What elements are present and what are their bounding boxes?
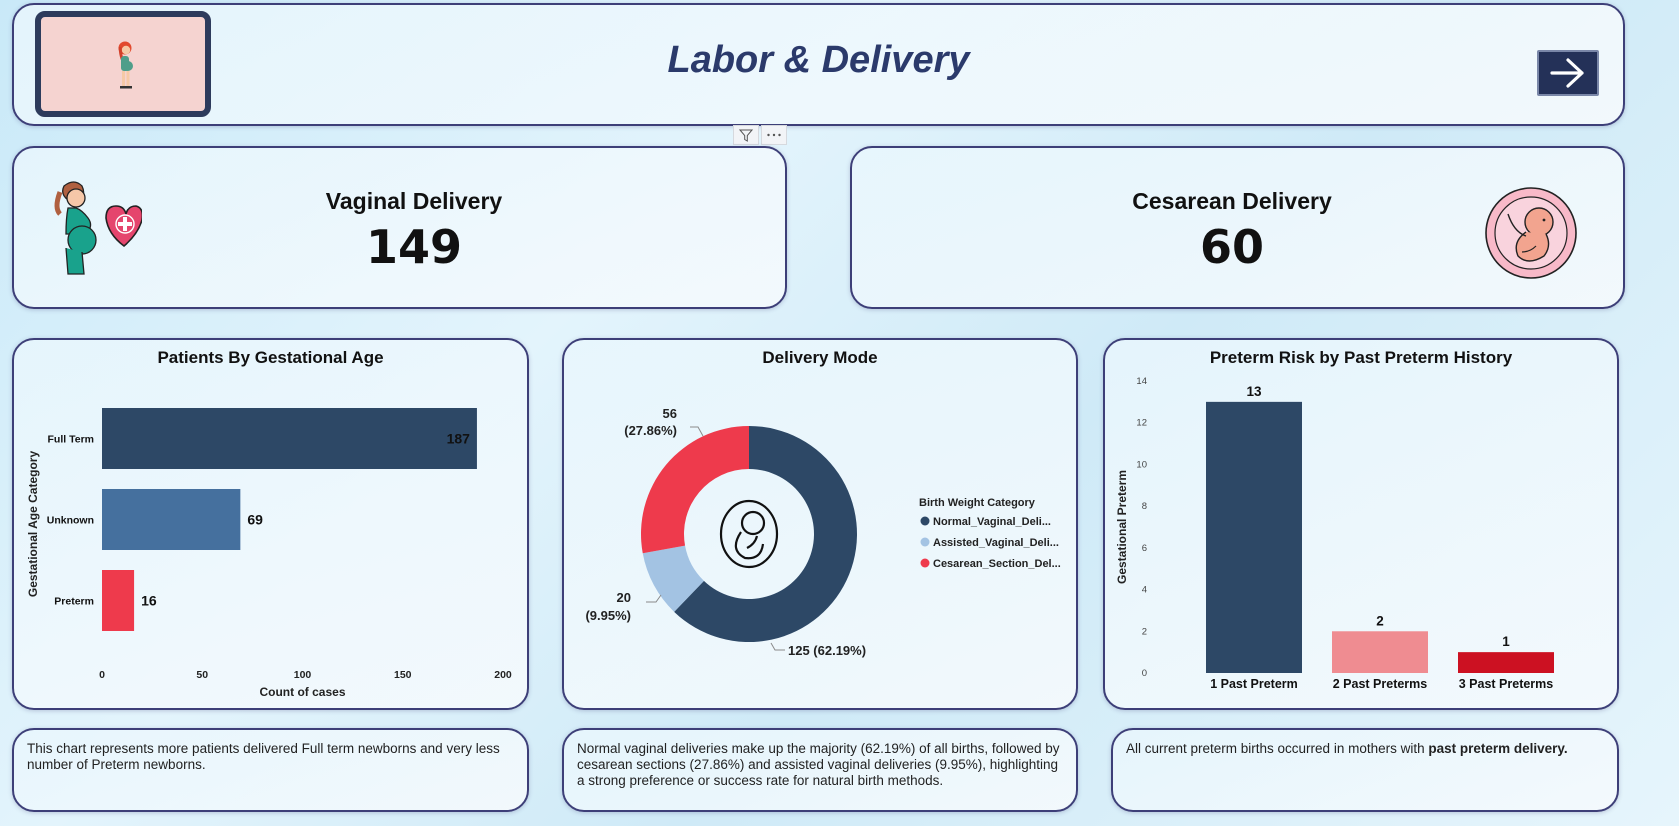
tick-label: 8 <box>1142 501 1147 512</box>
fetus-icon <box>1485 187 1577 279</box>
bar <box>1206 401 1302 673</box>
gestational-age-chart-card[interactable]: Patients By Gestational Age Full Term 187… <box>12 338 529 710</box>
tick-label: 2 <box>1142 626 1147 637</box>
data-label: 125 (62.19%) <box>788 643 866 658</box>
more-options-icon[interactable] <box>761 125 787 145</box>
preterm-note-prefix: All current preterm births occurred in m… <box>1126 741 1429 756</box>
bar <box>102 570 135 631</box>
category-label: Unknown <box>47 515 94 527</box>
data-label-count: 56 <box>663 406 677 421</box>
delivery-mode-donut-chart: 125 (62.19%) 20 (9.95%) 56 (27.86%) Birth Wei… <box>585 406 1061 658</box>
data-label: 187 <box>447 431 471 447</box>
leader-line <box>770 642 785 651</box>
tick-label: 150 <box>394 669 412 681</box>
legend-marker <box>920 537 930 547</box>
data-label-percent: (27.86%) <box>624 423 677 438</box>
category-label: 1 Past Preterm <box>1210 677 1298 691</box>
filter-icon[interactable] <box>733 125 759 145</box>
pregnant-woman-illustration <box>118 41 133 89</box>
data-label: 2 <box>1376 613 1384 628</box>
data-label: 69 <box>247 512 263 528</box>
next-page-button[interactable] <box>1537 50 1599 96</box>
y-axis-label: Gestational Age Category <box>26 451 40 598</box>
pregnant-woman-heart-icon <box>54 181 142 275</box>
delivery-mode-note-text: Normal vaginal deliveries make up the ma… <box>577 741 1060 788</box>
gestational-note-text: This chart represents more patients deli… <box>27 741 500 772</box>
y-axis-label: Gestational Preterm <box>1115 470 1129 584</box>
fetus-head <box>740 510 766 536</box>
tick-label: 6 <box>1142 543 1147 554</box>
tick-label: 100 <box>294 669 312 681</box>
category-label: Preterm <box>54 596 94 608</box>
gestational-age-bar-chart: Full Term 187 Unknown 69 Preterm 16 0 50 100 150 2… <box>26 408 512 699</box>
bar <box>102 489 241 550</box>
vaginal-delivery-value: 149 <box>365 220 463 274</box>
tick-label: 12 <box>1136 418 1147 429</box>
donut-slice <box>642 545 704 612</box>
legend-title: Birth Weight Category <box>919 497 1036 509</box>
tick-label: 4 <box>1142 585 1147 596</box>
logo-image[interactable] <box>35 11 211 117</box>
gestational-note-card: This chart represents more patients deli… <box>12 728 529 812</box>
vaginal-delivery-card[interactable]: Vaginal Delivery 149 <box>12 146 787 309</box>
legend-marker <box>920 558 930 568</box>
preterm-note-text: All current preterm births occurred in m… <box>1126 741 1605 757</box>
tick-label: 0 <box>1142 668 1147 679</box>
x-axis-label: Count of cases <box>259 685 345 699</box>
preterm-risk-chart-card[interactable]: Preterm Risk by Past Preterm History 0 2 4… <box>1103 338 1619 710</box>
legend-item: Normal_Vaginal_Deli... <box>933 516 1051 528</box>
delivery-mode-note-card: Normal vaginal deliveries make up the ma… <box>562 728 1078 812</box>
legend-marker <box>920 516 930 526</box>
cesarean-delivery-value: 60 <box>1199 220 1264 274</box>
chart-title: Delivery Mode <box>762 348 878 367</box>
visual-header-toolbar <box>733 125 787 145</box>
leader-line <box>646 594 662 603</box>
legend-item: Cesarean_Section_Del... <box>933 558 1061 570</box>
donut-slice <box>674 426 857 642</box>
header-banner: Labor & Delivery <box>12 3 1625 126</box>
vaginal-delivery-label: Vaginal Delivery <box>325 188 503 214</box>
tick-label: 50 <box>196 669 208 681</box>
tick-label: 10 <box>1136 459 1147 470</box>
bar <box>102 408 477 469</box>
data-label: 1 <box>1502 634 1510 649</box>
cesarean-delivery-card[interactable]: Cesarean Delivery 60 <box>850 146 1625 309</box>
category-label: Full Term <box>48 434 94 446</box>
fetus-outline-shape <box>719 499 779 569</box>
data-label-count: 20 <box>617 590 631 605</box>
data-label: 13 <box>1246 384 1262 399</box>
delivery-mode-chart-card[interactable]: Delivery Mode 125 (62.19%) 20 (9.95%) 56 (27… <box>562 338 1078 710</box>
category-label: 2 Past Preterms <box>1333 677 1428 691</box>
arrow-right-icon <box>1550 58 1584 88</box>
tick-label: 200 <box>494 669 512 681</box>
page-title: Labor & Delivery <box>667 39 970 81</box>
preterm-note-card: All current preterm births occurred in m… <box>1111 728 1619 812</box>
chart-title: Patients By Gestational Age <box>157 348 384 367</box>
fetus-outline-icon <box>719 499 779 569</box>
legend-item: Assisted_Vaginal_Deli... <box>933 537 1059 549</box>
tick-label: 0 <box>99 669 105 681</box>
preterm-note-bold: past preterm delivery. <box>1428 741 1568 756</box>
donut-slice <box>641 426 749 554</box>
bar <box>1332 631 1428 673</box>
tick-label: 14 <box>1136 376 1147 387</box>
data-label-percent: (9.95%) <box>585 608 631 623</box>
fetus-body <box>734 531 765 560</box>
chart-title: Preterm Risk by Past Preterm History <box>1209 348 1513 367</box>
category-label: 3 Past Preterms <box>1459 677 1554 691</box>
data-label: 16 <box>141 593 157 609</box>
cesarean-delivery-label: Cesarean Delivery <box>1132 188 1332 214</box>
fetus-arm <box>746 535 759 549</box>
bar <box>1458 652 1554 673</box>
leader-line <box>690 426 704 437</box>
